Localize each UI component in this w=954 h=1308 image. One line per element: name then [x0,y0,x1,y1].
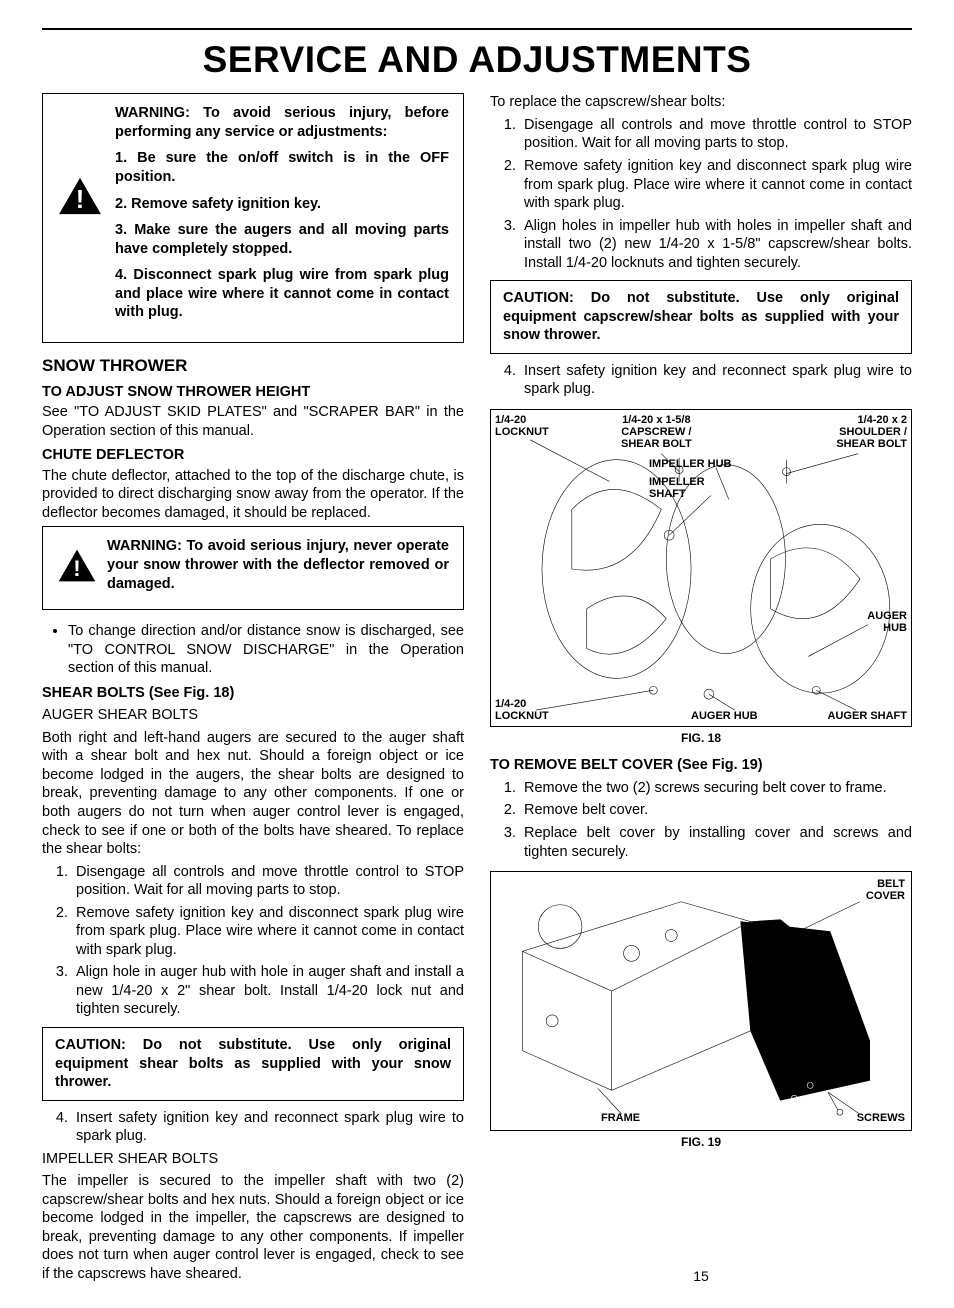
chute-text: The chute deflector, attached to the top… [42,467,464,523]
fig18-caption: FIG. 18 [490,731,912,746]
belt-cover-heading: TO REMOVE BELT COVER (See Fig. 19) [490,756,912,775]
auger-step: Insert safety ignition key and reconnect… [72,1109,464,1146]
belt-step: Remove belt cover. [520,801,912,820]
auger-text: Both right and left-hand augers are secu… [42,729,464,859]
replace-step: Align holes in impeller hub with holes i… [520,217,912,273]
belt-step: Replace belt cover by installing cover a… [520,824,912,861]
chute-bullets: To change direction and/or distance snow… [42,622,464,678]
chute-heading: CHUTE DEFLECTOR [42,446,464,465]
fig19-diagram [491,872,911,1130]
warning-step: Make sure the augers and all moving part… [115,221,449,258]
snow-thrower-heading: SNOW THROWER [42,355,464,377]
impeller-text: The impeller is secured to the impeller … [42,1172,464,1283]
replace-step: Disengage all controls and move throttle… [520,116,912,153]
auger-caution-box: CAUTION: Do not substitute. Use only ori… [42,1027,464,1101]
page-number: 15 [693,1268,709,1286]
warning-icon: ! [57,546,97,589]
auger-steps-cont: Insert safety ignition key and reconnect… [42,1109,464,1146]
auger-subheading: AUGER SHEAR BOLTS [42,706,464,725]
fig18-diagram [491,410,911,726]
chute-warning-box: ! WARNING: To avoid serious injury, neve… [42,526,464,610]
left-column: ! WARNING: To avoid serious injury, befo… [42,93,464,1287]
main-warning-box: ! WARNING: To avoid serious injury, befo… [42,93,464,342]
warning-step: Disconnect spark plug wire from spark pl… [115,266,449,322]
replace-steps-cont: Insert safety ignition key and reconnect… [490,362,912,399]
impeller-subheading: IMPELLER SHEAR BOLTS [42,1150,464,1169]
adjust-height-text: See "TO ADJUST SKID PLATES" and "SCRAPER… [42,403,464,440]
auger-step: Align hole in auger hub with hole in aug… [72,963,464,1019]
figure-18: 1/4-20 LOCKNUT 1/4-20 x 1-5/8 CAPSCREW /… [490,409,912,727]
adjust-height-heading: TO ADJUST SNOW THROWER HEIGHT [42,383,464,402]
chute-bullet-item: To change direction and/or distance snow… [68,622,464,678]
page-title: SERVICE AND ADJUSTMENTS [42,36,912,83]
replace-intro: To replace the capscrew/shear bolts: [490,93,912,112]
auger-step: Remove safety ignition key and disconnec… [72,904,464,960]
replace-steps: Disengage all controls and move throttle… [490,116,912,272]
figure-19: BELT COVER FRAME SCREWS [490,871,912,1131]
auger-steps: Disengage all controls and move throttle… [42,863,464,1019]
belt-steps: Remove the two (2) screws securing belt … [490,779,912,861]
fig19-caption: FIG. 19 [490,1135,912,1150]
warning-steps: Be sure the on/off switch is in the OFF … [115,149,449,321]
warning-icon: ! [57,174,103,222]
warning-step: Be sure the on/off switch is in the OFF … [115,149,449,186]
auger-step: Disengage all controls and move throttle… [72,863,464,900]
svg-text:!: ! [73,556,80,581]
impeller-caution-box: CAUTION: Do not substitute. Use only ori… [490,280,912,354]
two-column-layout: ! WARNING: To avoid serious injury, befo… [42,93,912,1287]
warning-intro: WARNING: To avoid serious injury, before… [115,104,449,141]
right-column: To replace the capscrew/shear bolts: Dis… [490,93,912,1287]
shear-bolts-heading: SHEAR BOLTS (See Fig. 18) [42,684,464,703]
replace-step: Remove safety ignition key and disconnec… [520,157,912,213]
replace-step: Insert safety ignition key and reconnect… [520,362,912,399]
chute-warning-text: WARNING: To avoid serious injury, never … [107,537,449,593]
belt-step: Remove the two (2) screws securing belt … [520,779,912,798]
svg-text:!: ! [76,186,84,214]
warning-step: Remove safety ignition key. [115,195,449,214]
